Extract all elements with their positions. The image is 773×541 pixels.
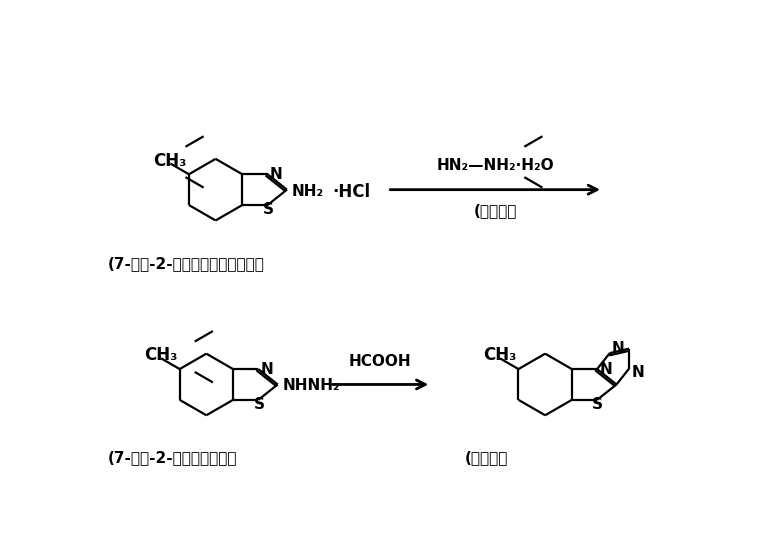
Text: CH₃: CH₃ <box>154 151 187 170</box>
Text: N: N <box>599 361 612 377</box>
Text: ·HCl: ·HCl <box>332 183 370 201</box>
Text: S: S <box>592 397 604 412</box>
Text: S: S <box>263 202 274 217</box>
Text: (7-甲基-2-氨基苯并噬咐盐酸盐）: (7-甲基-2-氨基苯并噬咐盐酸盐） <box>107 256 264 271</box>
Text: S: S <box>254 397 264 412</box>
Text: N: N <box>270 167 283 182</box>
Text: (水合肼）: (水合肼） <box>473 203 517 219</box>
Text: N: N <box>632 366 644 380</box>
Text: NH₂: NH₂ <box>291 183 324 199</box>
Text: N: N <box>612 341 625 356</box>
Text: HCOOH: HCOOH <box>349 354 412 369</box>
Text: CH₃: CH₃ <box>483 346 516 365</box>
Text: NHNH₂: NHNH₂ <box>282 378 340 393</box>
Text: HN₂—NH₂·H₂O: HN₂—NH₂·H₂O <box>436 158 554 173</box>
Text: CH₃: CH₃ <box>145 346 178 365</box>
Text: (三环咐）: (三环咐） <box>465 450 508 465</box>
Text: N: N <box>261 361 274 377</box>
Text: (7-甲基-2-肼基苯并噬咐）: (7-甲基-2-肼基苯并噬咐） <box>107 450 237 465</box>
